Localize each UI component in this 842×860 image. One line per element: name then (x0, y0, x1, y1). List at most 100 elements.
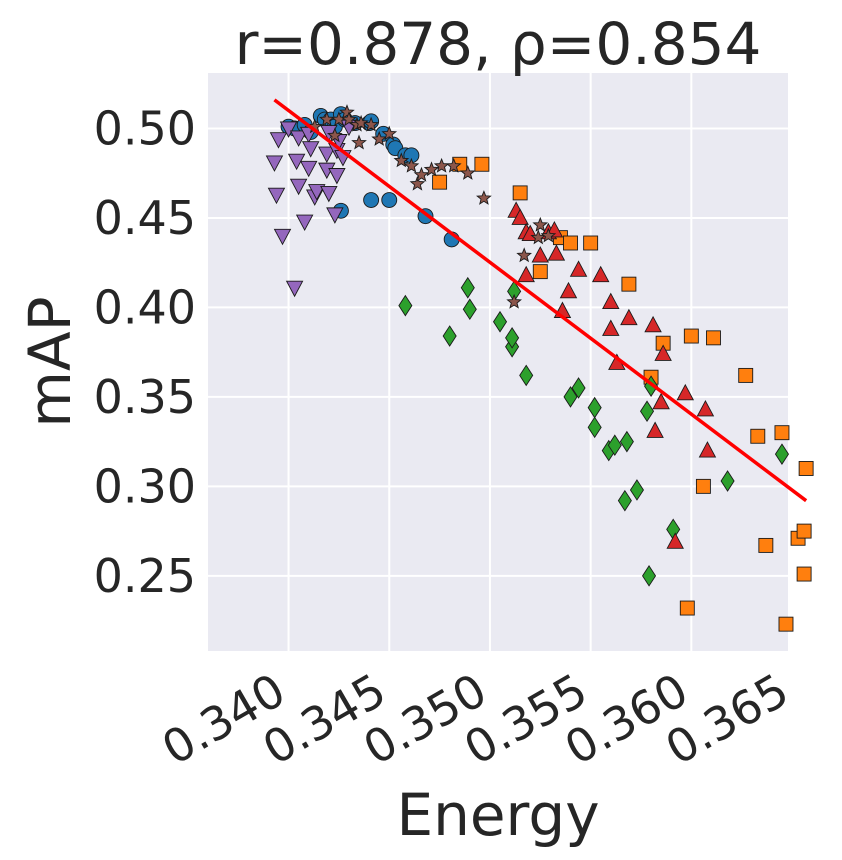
series-orange-squares-point (683, 328, 699, 344)
series-brown-stars-point (476, 190, 492, 205)
series-red-triangles-point (602, 292, 620, 310)
series-brown-stars-point (353, 114, 369, 130)
series-orange-squares-point (706, 330, 721, 346)
series-purple-down-triangles-point (318, 146, 336, 163)
series-orange-squares-point (796, 523, 812, 539)
series-green-diamonds-point (720, 470, 735, 492)
series-red-triangles-point (531, 246, 550, 263)
series-brown-stars-point (423, 161, 440, 177)
series-red-triangles-point (591, 265, 610, 283)
series-green-diamonds-point (519, 364, 534, 387)
series-green-diamonds-point (619, 430, 634, 453)
series-green-diamonds-point (442, 325, 457, 347)
series-red-triangles-point (696, 399, 715, 417)
series-green-diamonds-point (505, 327, 520, 349)
series-green-diamonds-point (639, 400, 655, 423)
series-orange-squares-point (621, 276, 637, 292)
series-green-diamonds-point (587, 416, 602, 439)
series-purple-down-triangles-point (273, 228, 292, 246)
series-red-triangles-point (511, 208, 529, 225)
series-green-diamonds-point (462, 298, 477, 321)
series-brown-stars-point (327, 127, 343, 143)
series-purple-down-triangles-point (299, 160, 318, 178)
series-red-triangles-point (620, 308, 638, 326)
series-purple-down-triangles-point (320, 185, 338, 203)
series-brown-stars-point (409, 175, 426, 191)
series-brown-stars-point (445, 157, 462, 173)
series-brown-stars-point (459, 164, 476, 180)
y-tick-labels: 0.25 0.30 0.35 0.40 0.45 0.50 (94, 101, 196, 602)
series-orange-squares-point (432, 174, 448, 190)
series-orange-squares-point (774, 425, 790, 441)
series-orange-squares-point (796, 566, 812, 582)
series-purple-down-triangles-point (289, 178, 308, 196)
series-orange-squares-point (512, 185, 528, 201)
series-green-diamonds-point (607, 434, 622, 457)
series-brown-stars-point (339, 104, 355, 120)
series-red-triangles-point (646, 421, 664, 438)
series-brown-stars-point (506, 293, 522, 309)
series-green-diamonds-point (398, 294, 413, 317)
series-green-diamonds-point (617, 489, 632, 512)
series-orange-squares-point (738, 367, 754, 383)
series-orange-squares-point (532, 264, 548, 280)
series-green-diamonds-point (774, 443, 789, 465)
series-purple-down-triangles-point (285, 280, 304, 298)
series-purple-down-triangles-point (295, 214, 314, 231)
series-blue-circles-point (381, 192, 398, 209)
series-red-triangles-point (698, 441, 717, 458)
series-green-diamonds-point (571, 377, 586, 399)
series-green-diamonds-point (642, 565, 657, 587)
series-red-triangles-point (559, 281, 578, 299)
series-red-triangles-point (666, 532, 684, 549)
series-red-triangles-point (569, 260, 588, 277)
series-orange-squares-point (679, 600, 695, 616)
series-brown-stars-point (540, 227, 557, 243)
y-tick-label: 0.25 (94, 549, 196, 603)
y-tick-label: 0.50 (94, 101, 196, 155)
y-tick-label: 0.35 (94, 370, 196, 424)
series-brown-stars-point (516, 247, 532, 263)
grid-lines (208, 73, 794, 651)
y-axis-label: mAP (16, 296, 84, 427)
series-purple-down-triangles-point (326, 207, 344, 224)
chart-title: r=0.878, ρ=0.854 (235, 10, 762, 78)
series-brown-stars-point (371, 130, 388, 146)
series-red-triangles-point (676, 383, 695, 401)
series-purple-down-triangles-point (267, 187, 286, 205)
series-green-diamonds-point (629, 479, 644, 501)
series-brown-stars-point (351, 134, 367, 150)
y-tick-label: 0.30 (94, 459, 196, 513)
series-green-diamonds-point (460, 276, 475, 299)
series-purple-down-triangles-point (279, 121, 298, 138)
series-orange-squares-point (474, 156, 490, 172)
series-green-diamonds-point (563, 386, 578, 408)
series-brown-stars-point (363, 116, 380, 132)
fit-line (273, 98, 808, 503)
series-orange-squares-point (563, 235, 578, 251)
series-red-triangles-point (644, 315, 662, 333)
series-brown-stars-point (381, 125, 398, 141)
series-brown-stars-point (413, 166, 430, 182)
series-brown-stars-point (532, 216, 549, 232)
series-red-triangles-point (654, 344, 672, 361)
series-orange-squares-point (778, 616, 794, 632)
y-tick-label: 0.40 (94, 280, 196, 334)
series-brown-stars-point (393, 152, 410, 168)
series-purple-down-triangles-point (328, 168, 346, 185)
series-purple-down-triangles-point (301, 141, 320, 158)
series-brown-stars-point (403, 157, 420, 173)
x-axis-label: Energy (396, 781, 599, 849)
series-orange-squares-point (758, 537, 774, 553)
series-orange-squares-point (750, 428, 766, 444)
series-purple-down-triangles-point (265, 155, 284, 172)
series-red-triangles-point (547, 244, 566, 261)
scatter-points (265, 104, 814, 632)
series-red-triangles-point (602, 319, 620, 336)
series-red-triangles-point (652, 392, 670, 410)
series-orange-squares-point (583, 235, 599, 251)
series-orange-squares-point (695, 478, 711, 494)
series-purple-down-triangles-point (289, 130, 308, 147)
